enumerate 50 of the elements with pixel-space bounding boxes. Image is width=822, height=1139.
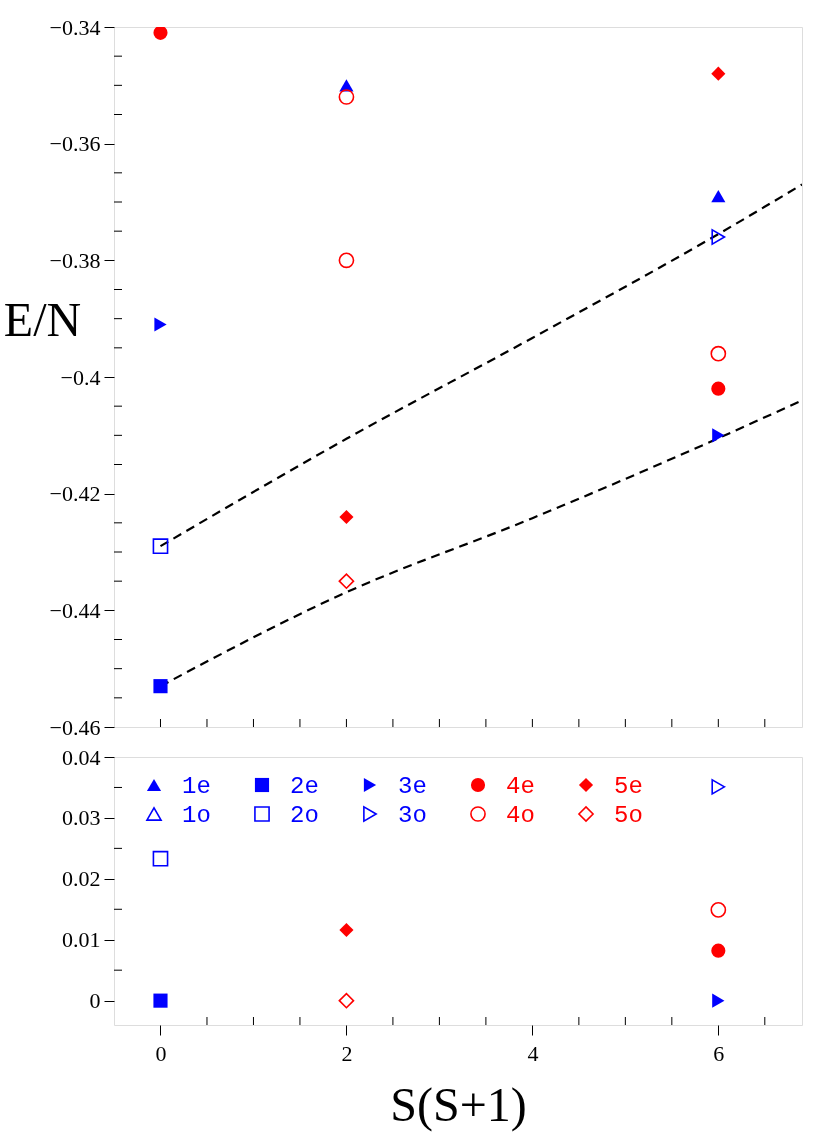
- legend-label: 4o: [506, 802, 535, 829]
- point: [711, 190, 726, 203]
- point: [338, 992, 355, 1009]
- y-axis-title: E/N: [3, 292, 82, 346]
- legend-label: 1o: [182, 802, 211, 829]
- y-tick-label: 0: [89, 988, 101, 1014]
- point: [710, 345, 727, 362]
- point: [711, 381, 726, 396]
- point: [338, 573, 355, 590]
- point: [711, 66, 726, 81]
- point: [153, 679, 168, 694]
- y-tick-label: 0.02: [62, 866, 101, 892]
- point: [152, 538, 169, 555]
- point: [710, 902, 727, 918]
- x-tick-label: 0: [155, 1040, 167, 1066]
- point: [711, 778, 726, 795]
- y-tick-label: −0.38: [49, 247, 101, 273]
- legend-label: 1e: [182, 773, 211, 800]
- y-tick-label: 0.03: [62, 805, 101, 831]
- x-tick-label: 2: [341, 1040, 353, 1066]
- point: [339, 509, 354, 525]
- point: [711, 229, 726, 245]
- y-tick-label: −0.42: [49, 481, 101, 507]
- point: [154, 317, 167, 332]
- y-tick-label: −0.34: [49, 14, 101, 40]
- y-tick-label: −0.36: [49, 131, 101, 157]
- y-tick-label: −0.4: [60, 364, 101, 390]
- point: [338, 252, 355, 269]
- point: [152, 850, 169, 867]
- point: [153, 27, 168, 40]
- legend-label: 4e: [506, 773, 535, 800]
- legend-label: 3o: [398, 802, 427, 829]
- point: [712, 993, 725, 1008]
- point: [153, 993, 168, 1008]
- point: [712, 428, 725, 443]
- x-tick-label: 4: [527, 1040, 539, 1066]
- point: [338, 89, 355, 105]
- point: [339, 922, 354, 938]
- x-axis-title: S(S+1): [390, 1077, 527, 1132]
- legend-label: 3e: [398, 773, 427, 800]
- legend-label: 5o: [614, 802, 643, 829]
- legend-label: 5e: [614, 773, 643, 800]
- y-tick-label: 0.01: [62, 927, 101, 953]
- legend-label: 2e: [290, 773, 319, 800]
- legend-label: 2o: [290, 802, 319, 829]
- y-tick-label: −0.44: [49, 597, 101, 623]
- x-tick-label: 6: [713, 1040, 725, 1066]
- y-tick-label: −0.46: [49, 714, 101, 740]
- y-tick-label: 0.04: [62, 744, 101, 770]
- point: [711, 943, 726, 958]
